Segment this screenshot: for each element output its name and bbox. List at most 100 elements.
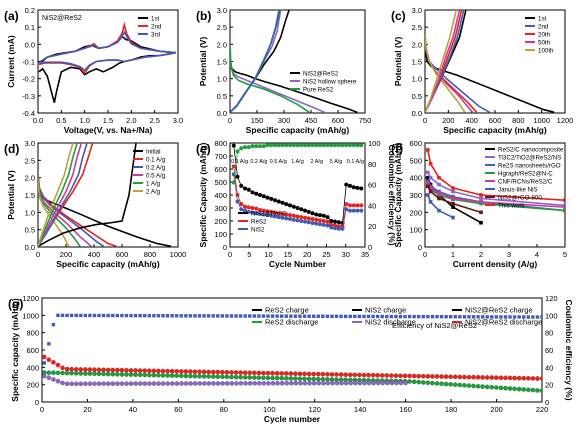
data-point: [310, 220, 315, 225]
data-point: [314, 212, 319, 217]
data-point: [60, 313, 65, 318]
y-tick-label: 2.0: [412, 40, 422, 49]
rate-label: 2 A/g: [311, 159, 324, 165]
data-point: [467, 315, 471, 319]
data-point: [325, 314, 330, 319]
data-point: [261, 380, 267, 386]
data-point: [512, 386, 518, 392]
x-tick-label: 40: [129, 405, 137, 414]
data-point: [479, 193, 483, 197]
y2-axis-label: Coulombic efficiency (%): [564, 299, 574, 400]
data-point: [428, 186, 433, 190]
data-point: [156, 372, 161, 378]
y2-tick-label: 40: [368, 201, 376, 210]
data-point: [220, 314, 225, 318]
data-point: [394, 314, 398, 319]
data-point: [142, 368, 148, 374]
data-point: [439, 381, 444, 387]
data-point: [79, 313, 83, 318]
data-point: [485, 315, 489, 319]
data-point: [403, 314, 407, 319]
data-point: [503, 375, 508, 381]
data-point: [243, 186, 247, 191]
data-point: [531, 315, 535, 319]
series-line: [38, 143, 74, 247]
data-point: [252, 314, 257, 318]
data-point: [284, 202, 289, 207]
data-point: [265, 370, 271, 376]
x-tick-label: 5: [563, 250, 567, 259]
data-point: [279, 375, 285, 381]
data-point: [206, 314, 211, 318]
data-point: [437, 175, 441, 180]
plot-frame: [229, 9, 366, 114]
data-point: [110, 371, 116, 377]
data-point: [87, 371, 93, 377]
data-point: [273, 210, 277, 215]
data-point: [114, 371, 120, 377]
data-point: [508, 315, 512, 319]
data-point: [280, 211, 285, 216]
data-point: [303, 208, 307, 213]
panel-annotation: NiS2@ReS2: [42, 15, 82, 22]
data-point: [321, 222, 326, 227]
rate-label: 0.5 A/g: [270, 159, 287, 165]
data-point: [307, 380, 312, 386]
data-point: [210, 374, 216, 379]
data-point: [398, 314, 403, 319]
data-point: [229, 369, 234, 375]
data-point: [356, 372, 362, 378]
data-point: [270, 380, 276, 386]
data-point: [69, 381, 75, 387]
y-tick-label: 3.0: [25, 139, 35, 148]
data-point: [334, 380, 340, 386]
x-tick-label: 600: [332, 116, 345, 125]
y-tick-label: 600: [26, 346, 39, 355]
data-point: [361, 372, 367, 378]
data-point: [265, 375, 271, 381]
data-point: [56, 313, 60, 318]
data-point: [219, 369, 225, 375]
data-point: [393, 373, 399, 379]
data-point: [160, 381, 166, 386]
data-point: [343, 372, 349, 378]
data-point: [261, 144, 266, 149]
data-point: [430, 314, 435, 319]
data-point: [318, 218, 322, 223]
data-point: [288, 371, 294, 376]
data-point: [306, 371, 312, 377]
series-line: [425, 10, 458, 113]
y-tick-label: -0.3: [22, 92, 35, 101]
rate-label: 5 A/g: [330, 159, 343, 165]
data-point: [160, 372, 166, 378]
data-point: [42, 354, 47, 360]
data-point: [437, 208, 441, 213]
data-point: [147, 381, 152, 386]
data-point: [238, 374, 244, 380]
y2-tick-label: 120: [545, 294, 558, 303]
data-point: [137, 381, 143, 387]
y2-tick-label: 80: [545, 329, 553, 338]
data-point: [246, 205, 251, 210]
data-point: [74, 313, 78, 318]
data-point: [256, 380, 262, 386]
data-point: [206, 374, 212, 379]
x-tick-label: 1.5: [103, 116, 113, 125]
data-point: [114, 367, 120, 373]
data-point: [258, 211, 262, 216]
x-tick-label: 0: [423, 250, 427, 259]
data-point: [448, 374, 454, 380]
data-point: [229, 374, 234, 380]
data-point: [437, 191, 441, 196]
legend-label: NiS2 charge: [365, 306, 406, 315]
data-point: [563, 205, 565, 209]
x-axis-label: Specific capacity (mAh/g): [246, 125, 350, 135]
legend-label: 0.2 A/g: [146, 165, 166, 172]
data-point: [426, 170, 430, 175]
x-tick-label: 140: [354, 405, 367, 414]
data-point: [443, 374, 449, 380]
y-tick-label: 1.5: [412, 58, 422, 67]
data-point: [133, 381, 139, 387]
data-point: [225, 314, 229, 318]
legend-label: NiS2@rGO-800: [498, 195, 542, 202]
